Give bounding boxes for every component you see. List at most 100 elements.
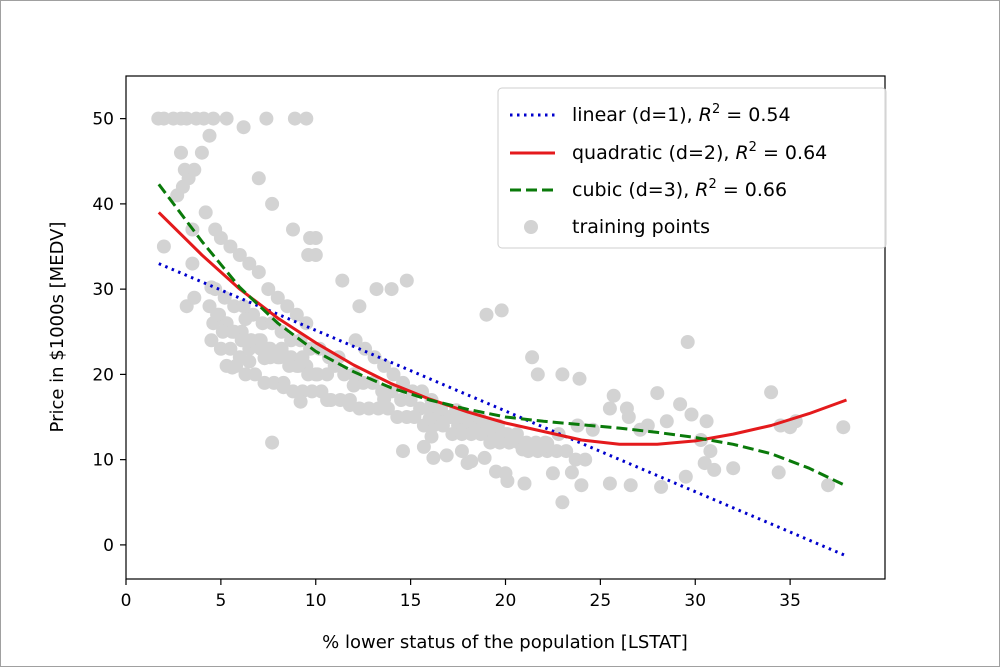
training-point [424,429,439,444]
training-point [416,439,431,454]
training-point [257,351,272,366]
x-axis-ticks: 0 5 10 15 20 25 30 35 [121,579,801,611]
training-point [479,307,494,322]
y-tick-label: 20 [92,365,114,385]
training-point [564,465,579,480]
training-point [187,162,202,177]
training-point [530,367,545,382]
training-point [396,444,410,459]
training-point [764,385,779,400]
training-point [261,282,276,297]
training-point [342,398,357,413]
training-point [293,394,308,409]
training-point [407,410,422,424]
training-point [248,367,262,382]
training-point [299,111,314,126]
training-point [435,418,450,433]
training-point [821,478,836,493]
training-point [517,476,532,491]
training-point [194,145,209,160]
training-point [574,478,589,493]
training-point [703,444,718,459]
training-point [265,196,280,211]
training-point [426,450,441,465]
training-point [369,282,384,297]
training-point [678,469,693,484]
legend-box [497,87,887,249]
y-tick-label: 30 [92,280,114,300]
training-point [358,341,373,356]
training-point [602,476,617,491]
training-point [726,461,741,476]
training-point [204,333,219,348]
training-point [489,464,503,479]
training-point [289,307,304,322]
training-point [650,386,665,401]
training-point [223,341,238,356]
training-point [327,358,342,373]
training-point [606,388,621,403]
legend-linear-label: linear (d=1), R2 = 0.54 [572,102,791,126]
y-tick-label: 0 [103,536,114,556]
training-point [545,466,560,481]
training-point [367,350,382,365]
training-point [699,414,714,429]
x-tick-label: 25 [590,591,612,611]
training-point [225,324,240,339]
training-point [619,401,634,416]
y-tick-label: 40 [92,195,114,215]
training-point [399,273,414,288]
training-point [559,444,574,459]
training-point [217,290,232,305]
training-point [525,350,540,365]
training-point [280,299,295,314]
training-point [348,333,363,348]
training-point [836,420,851,435]
quadratic-fit-line [157,211,848,446]
training-point [238,312,253,326]
training-point [684,407,699,422]
training-point [384,282,399,297]
training-point [299,316,314,331]
training-point [156,239,171,254]
fit-lines [157,183,848,558]
training-point [320,393,335,407]
training-point [185,256,200,271]
legend-cubic-label: cubic (d=3), R2 = 0.66 [572,177,787,201]
training-point [654,479,669,494]
training-point [540,436,555,451]
training-point [673,397,688,412]
training-point [555,367,570,382]
training-point [242,256,257,271]
y-axis-ticks: 0 10 20 30 40 50 [92,110,126,556]
training-point [291,358,306,373]
y-axis-label: Price in $1000s [MEDV] [47,222,68,433]
training-point [242,354,257,369]
training-point [377,358,392,373]
x-axis-label: % lower status of the population [LSTAT] [322,632,688,653]
training-point [771,465,786,480]
training-point [515,442,530,457]
training-point [251,265,266,280]
training-point [206,111,221,126]
training-point [210,307,225,322]
legend: linear (d=1), R2 = 0.54 quadratic (d=2),… [497,87,887,249]
training-point [187,290,202,305]
training-point [578,452,593,467]
training-point [697,456,712,471]
training-point [244,333,259,348]
training-point [236,299,251,314]
training-point [422,411,437,426]
training-point [640,418,655,433]
training-point [174,145,188,160]
training-point [352,299,367,314]
training-point [602,401,617,416]
training-point [377,392,392,407]
x-tick-label: 20 [495,591,517,611]
training-point [287,111,302,126]
x-tick-label: 35 [779,591,801,611]
x-tick-label: 30 [684,591,706,611]
training-point [346,367,361,382]
training-point [219,111,234,126]
